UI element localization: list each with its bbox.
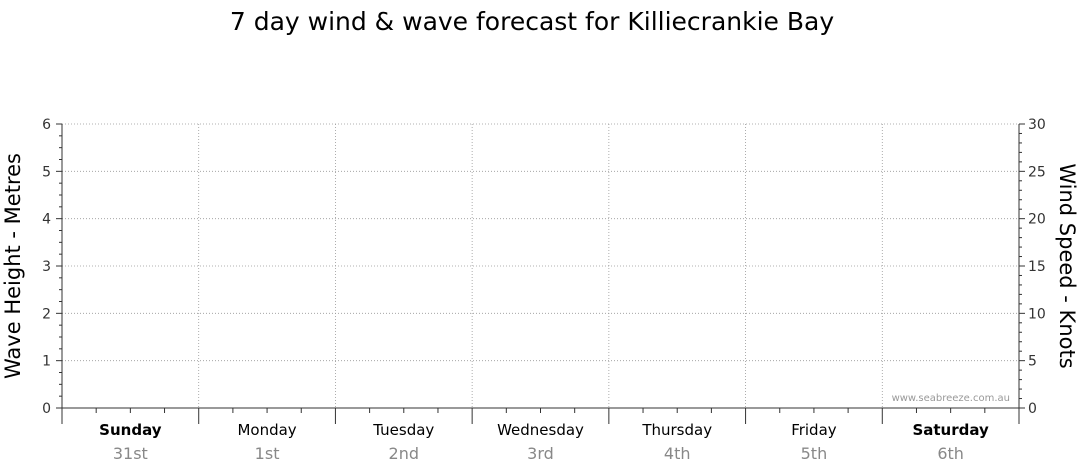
left-tick-label: 4 <box>42 212 51 228</box>
chart-title: 7 day wind & wave forecast for Killiecra… <box>230 7 835 36</box>
day-name-label: Tuesday <box>372 421 434 439</box>
right-tick-label: 0 <box>1028 401 1037 417</box>
day-date-label: 3rd <box>527 444 554 463</box>
left-tick-label: 6 <box>42 117 51 133</box>
day-date-label: 2nd <box>389 444 419 463</box>
day-name-label: Sunday <box>99 421 162 439</box>
day-name-label: Wednesday <box>497 421 584 439</box>
grid <box>62 123 1019 408</box>
day-name-label: Saturday <box>912 421 989 439</box>
axes <box>61 124 1020 424</box>
right-axis-title: Wind Speed - Knots <box>1055 163 1079 368</box>
right-tick-label: 30 <box>1028 117 1046 133</box>
right-tick-label: 25 <box>1028 164 1046 180</box>
right-tick-label: 20 <box>1028 212 1046 228</box>
day-name-label: Monday <box>237 421 296 439</box>
day-date-label: 4th <box>664 444 691 463</box>
right-axis-ticks: 0 5 10 15 20 25 30 <box>1019 117 1046 417</box>
left-axis-ticks: 0 1 2 3 4 5 6 <box>42 117 62 417</box>
right-tick-label: 15 <box>1028 259 1046 275</box>
day-date-label: 31st <box>113 444 148 463</box>
day-date-label: 6th <box>937 444 964 463</box>
left-tick-label: 0 <box>42 401 51 417</box>
day-labels: Sunday 31st Monday 1st Tuesday 2nd Wednesday 3r… <box>99 421 989 463</box>
watermark: www.seabreeze.com.au <box>892 393 1010 404</box>
right-tick-label: 5 <box>1028 354 1037 370</box>
day-date-label: 5th <box>801 444 828 463</box>
left-axis-title: Wave Height - Metres <box>1 153 25 379</box>
day-date-label: 1st <box>255 444 280 463</box>
day-name-label: Friday <box>791 421 837 439</box>
left-tick-label: 2 <box>42 306 51 322</box>
left-tick-label: 3 <box>42 259 51 275</box>
left-tick-label: 5 <box>42 164 51 180</box>
right-tick-label: 10 <box>1028 306 1046 322</box>
day-name-label: Thursday <box>641 421 712 439</box>
left-tick-label: 1 <box>42 354 51 370</box>
